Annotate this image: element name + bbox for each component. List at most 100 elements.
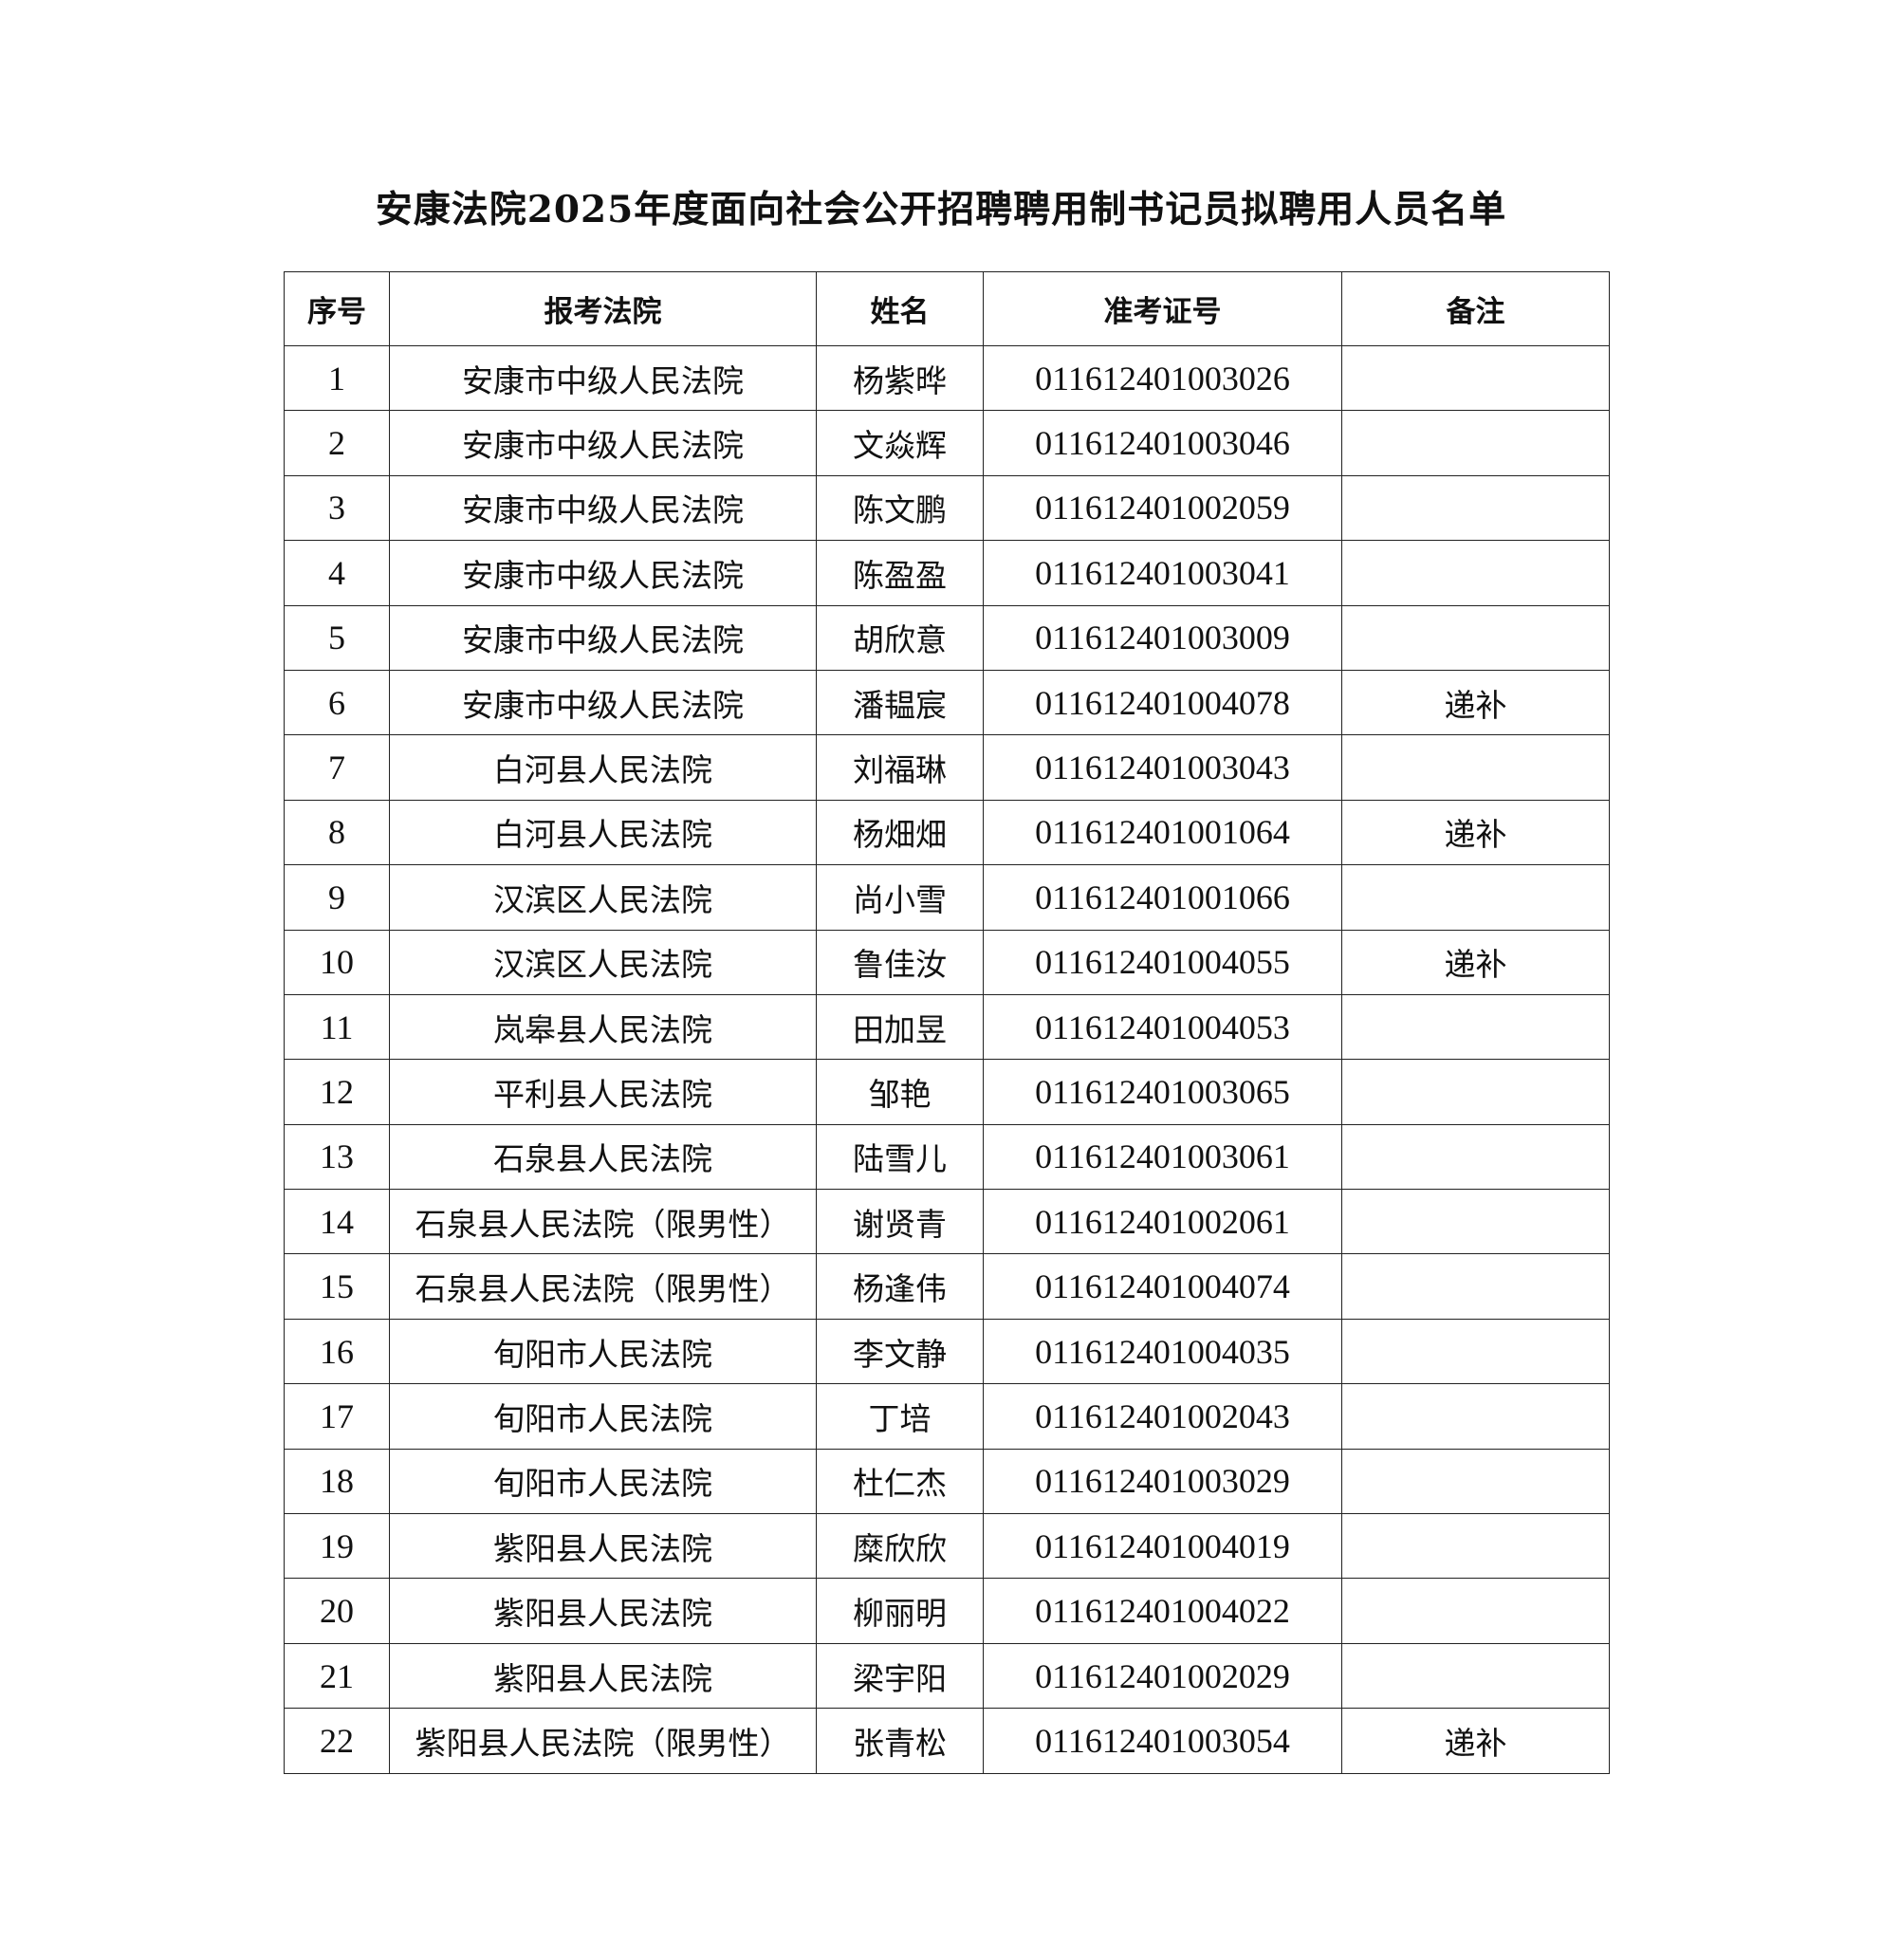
cell-index: 10	[284, 929, 390, 995]
cell-court: 平利县人民法院	[389, 1059, 817, 1125]
cell-name: 谢贤青	[816, 1189, 984, 1255]
cell-index: 22	[284, 1708, 390, 1774]
cell-index: 14	[284, 1189, 390, 1255]
cell-exam-id: 011612401003029	[983, 1448, 1342, 1515]
cell-court: 安康市中级人民法院	[389, 540, 817, 606]
cell-remark	[1341, 474, 1610, 542]
header-court: 报考法院	[389, 271, 817, 346]
cell-name: 杨畑畑	[816, 799, 984, 866]
cell-remark	[1341, 1513, 1610, 1580]
table-row: 13 石泉县人民法院 陆雪儿 011612401003061	[284, 1123, 1610, 1191]
cell-remark	[1341, 1448, 1610, 1515]
cell-court: 安康市中级人民法院	[389, 410, 817, 476]
cell-name: 胡欣意	[816, 604, 984, 671]
table-row: 12 平利县人民法院 邹艳 011612401003065	[284, 1059, 1610, 1125]
cell-court: 白河县人民法院	[389, 799, 817, 866]
cell-exam-id: 011612401002061	[983, 1189, 1342, 1255]
cell-index: 21	[284, 1642, 390, 1710]
cell-name: 陆雪儿	[816, 1123, 984, 1191]
cell-name: 潘韫宸	[816, 669, 984, 736]
cell-exam-id: 011612401004055	[983, 929, 1342, 995]
table-row: 2 安康市中级人民法院 文焱辉 011612401003046	[284, 410, 1610, 476]
cell-remark	[1341, 1189, 1610, 1255]
cell-court: 汉滨区人民法院	[389, 864, 817, 931]
table-row: 19 紫阳县人民法院 糜欣欣 011612401004019	[284, 1513, 1610, 1580]
cell-remark	[1341, 344, 1610, 412]
cell-exam-id: 011612401003065	[983, 1059, 1342, 1125]
cell-court: 紫阳县人民法院（限男性）	[389, 1708, 817, 1774]
cell-court: 石泉县人民法院（限男性）	[389, 1253, 817, 1320]
table-row: 14 石泉县人民法院（限男性） 谢贤青 011612401002061	[284, 1189, 1610, 1255]
cell-name: 杨紫晔	[816, 344, 984, 412]
cell-name: 丁培	[816, 1383, 984, 1450]
cell-index: 9	[284, 864, 390, 931]
cell-remark	[1341, 1642, 1610, 1710]
cell-index: 13	[284, 1123, 390, 1191]
cell-index: 2	[284, 410, 390, 476]
cell-index: 1	[284, 344, 390, 412]
table-row: 10 汉滨区人民法院 鲁佳汝 011612401004055 递补	[284, 929, 1610, 995]
cell-name: 糜欣欣	[816, 1513, 984, 1580]
cell-remark	[1341, 1123, 1610, 1191]
cell-name: 尚小雪	[816, 864, 984, 931]
cell-exam-id: 011612401003054	[983, 1708, 1342, 1774]
table-row: 15 石泉县人民法院（限男性） 杨逢伟 011612401004074	[284, 1253, 1610, 1320]
cell-exam-id: 011612401004078	[983, 669, 1342, 736]
cell-index: 3	[284, 474, 390, 542]
header-exam-id: 准考证号	[983, 271, 1342, 346]
cell-remark	[1341, 993, 1610, 1061]
cell-exam-id: 011612401003009	[983, 604, 1342, 671]
cell-name: 文焱辉	[816, 410, 984, 476]
header-index: 序号	[284, 271, 390, 346]
table-row: 20 紫阳县人民法院 柳丽明 011612401004022	[284, 1578, 1610, 1644]
cell-name: 田加昱	[816, 993, 984, 1061]
cell-index: 7	[284, 734, 390, 801]
table-header-row: 序号 报考法院 姓名 准考证号 备注	[284, 271, 1610, 346]
cell-court: 安康市中级人民法院	[389, 604, 817, 671]
cell-name: 梁宇阳	[816, 1642, 984, 1710]
cell-remark	[1341, 1059, 1610, 1125]
cell-remark: 递补	[1341, 669, 1610, 736]
cell-index: 4	[284, 540, 390, 606]
cell-court: 安康市中级人民法院	[389, 669, 817, 736]
cell-exam-id: 011612401003026	[983, 344, 1342, 412]
cell-court: 紫阳县人民法院	[389, 1642, 817, 1710]
cell-name: 陈文鹏	[816, 474, 984, 542]
cell-index: 19	[284, 1513, 390, 1580]
cell-index: 18	[284, 1448, 390, 1515]
cell-remark	[1341, 734, 1610, 801]
cell-remark	[1341, 1253, 1610, 1320]
cell-exam-id: 011612401004074	[983, 1253, 1342, 1320]
cell-remark: 递补	[1341, 799, 1610, 866]
cell-index: 12	[284, 1059, 390, 1125]
cell-index: 16	[284, 1318, 390, 1385]
cell-index: 5	[284, 604, 390, 671]
cell-court: 紫阳县人民法院	[389, 1513, 817, 1580]
cell-court: 安康市中级人民法院	[389, 474, 817, 542]
cell-remark	[1341, 1318, 1610, 1385]
table-row: 21 紫阳县人民法院 梁宇阳 011612401002029	[284, 1642, 1610, 1710]
cell-court: 汉滨区人民法院	[389, 929, 817, 995]
cell-exam-id: 011612401001066	[983, 864, 1342, 931]
cell-exam-id: 011612401002029	[983, 1642, 1342, 1710]
table-row: 11 岚皋县人民法院 田加昱 011612401004053	[284, 993, 1610, 1061]
cell-exam-id: 011612401004022	[983, 1578, 1342, 1644]
header-name: 姓名	[816, 271, 984, 346]
cell-court: 旬阳市人民法院	[389, 1448, 817, 1515]
cell-remark	[1341, 410, 1610, 476]
header-remark: 备注	[1341, 271, 1610, 346]
candidate-table: 序号 报考法院 姓名 准考证号 备注 1 安康市中级人民法院 杨紫晔 01161240…	[284, 271, 1610, 1774]
cell-index: 15	[284, 1253, 390, 1320]
cell-remark	[1341, 1578, 1610, 1644]
cell-exam-id: 011612401003041	[983, 540, 1342, 606]
cell-name: 杜仁杰	[816, 1448, 984, 1515]
cell-exam-id: 011612401002043	[983, 1383, 1342, 1450]
cell-index: 20	[284, 1578, 390, 1644]
table-row: 4 安康市中级人民法院 陈盈盈 011612401003041	[284, 540, 1610, 606]
cell-name: 鲁佳汝	[816, 929, 984, 995]
table-row: 6 安康市中级人民法院 潘韫宸 011612401004078 递补	[284, 669, 1610, 736]
cell-name: 张青松	[816, 1708, 984, 1774]
cell-name: 邹艳	[816, 1059, 984, 1125]
cell-index: 17	[284, 1383, 390, 1450]
cell-name: 陈盈盈	[816, 540, 984, 606]
